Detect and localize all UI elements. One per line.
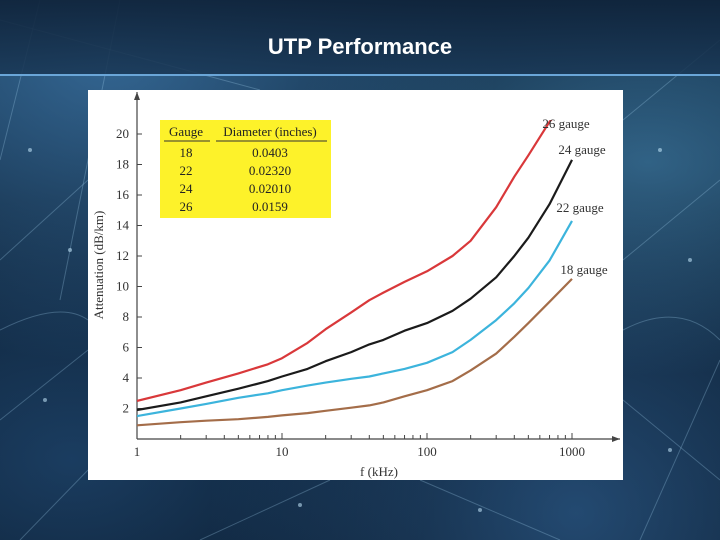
gauge-table-cell: 26 [180,199,194,214]
x-tick-label: 10 [276,444,289,459]
gauge-table-cell: 0.02320 [249,163,291,178]
series-label-18-gauge: 18 gauge [560,262,608,277]
x-axis-arrow [612,436,620,442]
gauge-table-cell: 0.0159 [252,199,288,214]
title-bar: UTP Performance [0,0,720,76]
series-line-24-gauge [137,159,573,412]
gauge-table-cell: 0.0403 [252,145,288,160]
x-axis-label: f (kHz) [360,464,398,479]
series-label-26-gauge: 26 gauge [542,116,590,131]
gauge-table-cell: 22 [180,163,193,178]
gauge-table-cell: 24 [180,181,194,196]
gauge-table-header: Gauge [169,124,203,139]
gauge-table-cell: 0.02010 [249,181,291,196]
y-axis-label: Attenuation (dB/km) [91,211,106,320]
x-tick-label: 100 [417,444,437,459]
y-tick-label: 6 [123,340,130,355]
series-label-22-gauge: 22 gauge [556,200,604,215]
y-tick-label: 8 [123,309,130,324]
y-axis-arrow [134,92,140,100]
y-tick-label: 4 [123,370,130,385]
x-tick-label: 1 [134,444,141,459]
slide-title: UTP Performance [267,34,453,59]
chart-panel: 2 4 6 8 10 12 14 16 18 20 1 10 100 1000 f (kHz) Attenua… [88,90,623,480]
chart-series: 26 gauge 24 gauge 22 gauge 18 gauge [137,116,608,427]
gauge-table-header: Diameter (inches) [223,124,316,139]
series-line-18-gauge [137,278,573,427]
x-tick-label: 1000 [559,444,585,459]
y-tick-label: 20 [116,126,129,141]
y-tick-label: 14 [116,218,130,233]
gauge-table-bg [160,120,331,218]
series-line-26-gauge [137,120,553,402]
y-tick-label: 18 [116,157,129,172]
gauge-table-cell: 18 [180,145,193,160]
y-tick-label: 16 [116,187,130,202]
gauge-table: Gauge Diameter (inches) 18 0.0403 22 0.02320 2… [160,120,331,218]
series-label-24-gauge: 24 gauge [558,142,606,157]
series-line-22-gauge [137,220,573,418]
y-tick-label: 12 [116,248,129,263]
y-tick-label: 10 [116,279,129,294]
y-tick-label: 2 [123,401,130,416]
